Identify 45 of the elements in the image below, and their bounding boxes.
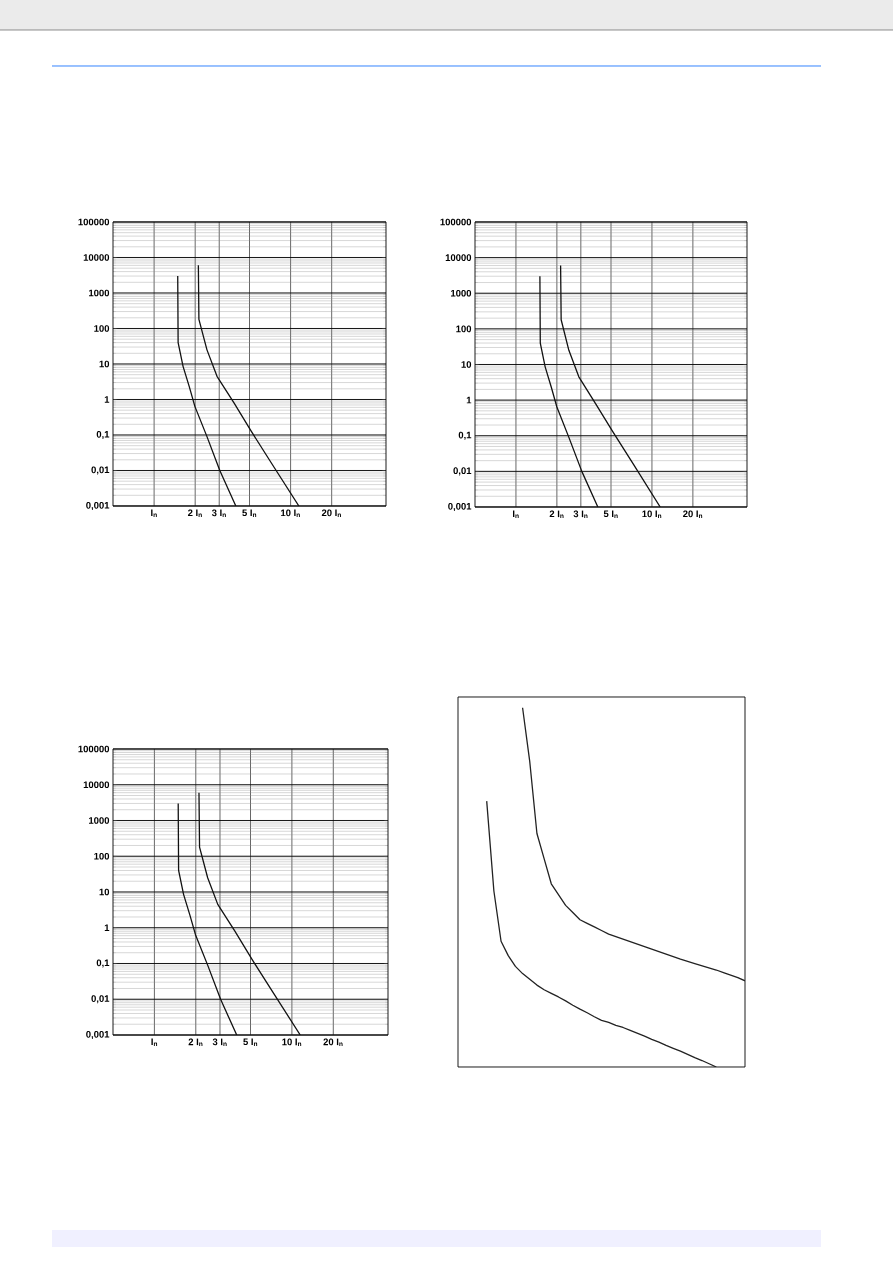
x-tick-label: 2 I$_{n}$ bbox=[187, 509, 202, 518]
y-tick-label: 0,01 bbox=[91, 995, 110, 1004]
y-tick-label: 0,1 bbox=[96, 430, 110, 440]
x-tick-label: 2 I$_{n}$ bbox=[549, 510, 564, 519]
y-tick-label: 1000 bbox=[89, 289, 110, 297]
x-tick-label: 5 I$_{n}$ bbox=[243, 1038, 258, 1047]
y-tick-label: 0,001 bbox=[86, 1030, 110, 1040]
y-tick-label: 1 bbox=[104, 924, 110, 931]
y-tick-label: 100 bbox=[456, 325, 472, 333]
y-tick-label: 10 bbox=[99, 888, 110, 896]
y-tick-label: 100000 bbox=[440, 218, 472, 226]
x-tick-label: I$_{n}$ bbox=[513, 510, 519, 519]
y-tick-label: 0,1 bbox=[458, 431, 472, 440]
y-tick-label: 10000 bbox=[445, 254, 472, 261]
y-tick-label: 10 bbox=[99, 360, 110, 368]
x-tick-label: 3 I$_{n}$ bbox=[212, 1038, 227, 1047]
x-tick-label: 10 I$_{n}$ bbox=[281, 509, 300, 518]
x-tick-label: 3 I$_{n}$ bbox=[573, 510, 588, 519]
y-tick-label: 0,001 bbox=[86, 501, 110, 511]
y-tick-label: 0,01 bbox=[91, 466, 110, 475]
x-tick-label: I$_{n}$ bbox=[151, 1038, 158, 1047]
x-tick-label: I$_{n}$ bbox=[151, 509, 157, 518]
x-tick-label: 5 I$_{n}$ bbox=[242, 509, 257, 518]
y-tick-label: 1000 bbox=[89, 817, 110, 824]
y-tick-label: 1000 bbox=[451, 289, 472, 297]
y-tick-label: 100 bbox=[94, 852, 110, 860]
y-tick-label: 10000 bbox=[83, 781, 110, 789]
y-tick-label: 100 bbox=[94, 325, 110, 332]
y-tick-label: 10 bbox=[461, 361, 472, 368]
y-tick-label: 0,01 bbox=[453, 467, 472, 476]
y-tick-label: 0,001 bbox=[448, 502, 472, 512]
x-tick-label: 20 I$_{n}$ bbox=[321, 509, 341, 518]
y-tick-label: 1 bbox=[104, 396, 110, 403]
y-tick-label: 0,1 bbox=[96, 959, 110, 968]
x-tick-label: 10 I$_{n}$ bbox=[282, 1038, 302, 1047]
x-tick-label: 2 I$_{n}$ bbox=[188, 1038, 203, 1047]
x-tick-label: 3 I$_{n}$ bbox=[211, 509, 226, 518]
y-tick-label: 10000 bbox=[83, 254, 110, 261]
y-tick-label: 100000 bbox=[78, 218, 110, 226]
x-tick-label: 20 I$_{n}$ bbox=[683, 510, 703, 519]
x-tick-label: 5 I$_{n}$ bbox=[603, 510, 618, 519]
x-tick-label: 10 I$_{n}$ bbox=[642, 510, 662, 519]
y-tick-label: 1 bbox=[466, 396, 472, 404]
y-tick-label: 100000 bbox=[78, 745, 110, 753]
x-tick-label: 20 I$_{n}$ bbox=[323, 1038, 343, 1047]
